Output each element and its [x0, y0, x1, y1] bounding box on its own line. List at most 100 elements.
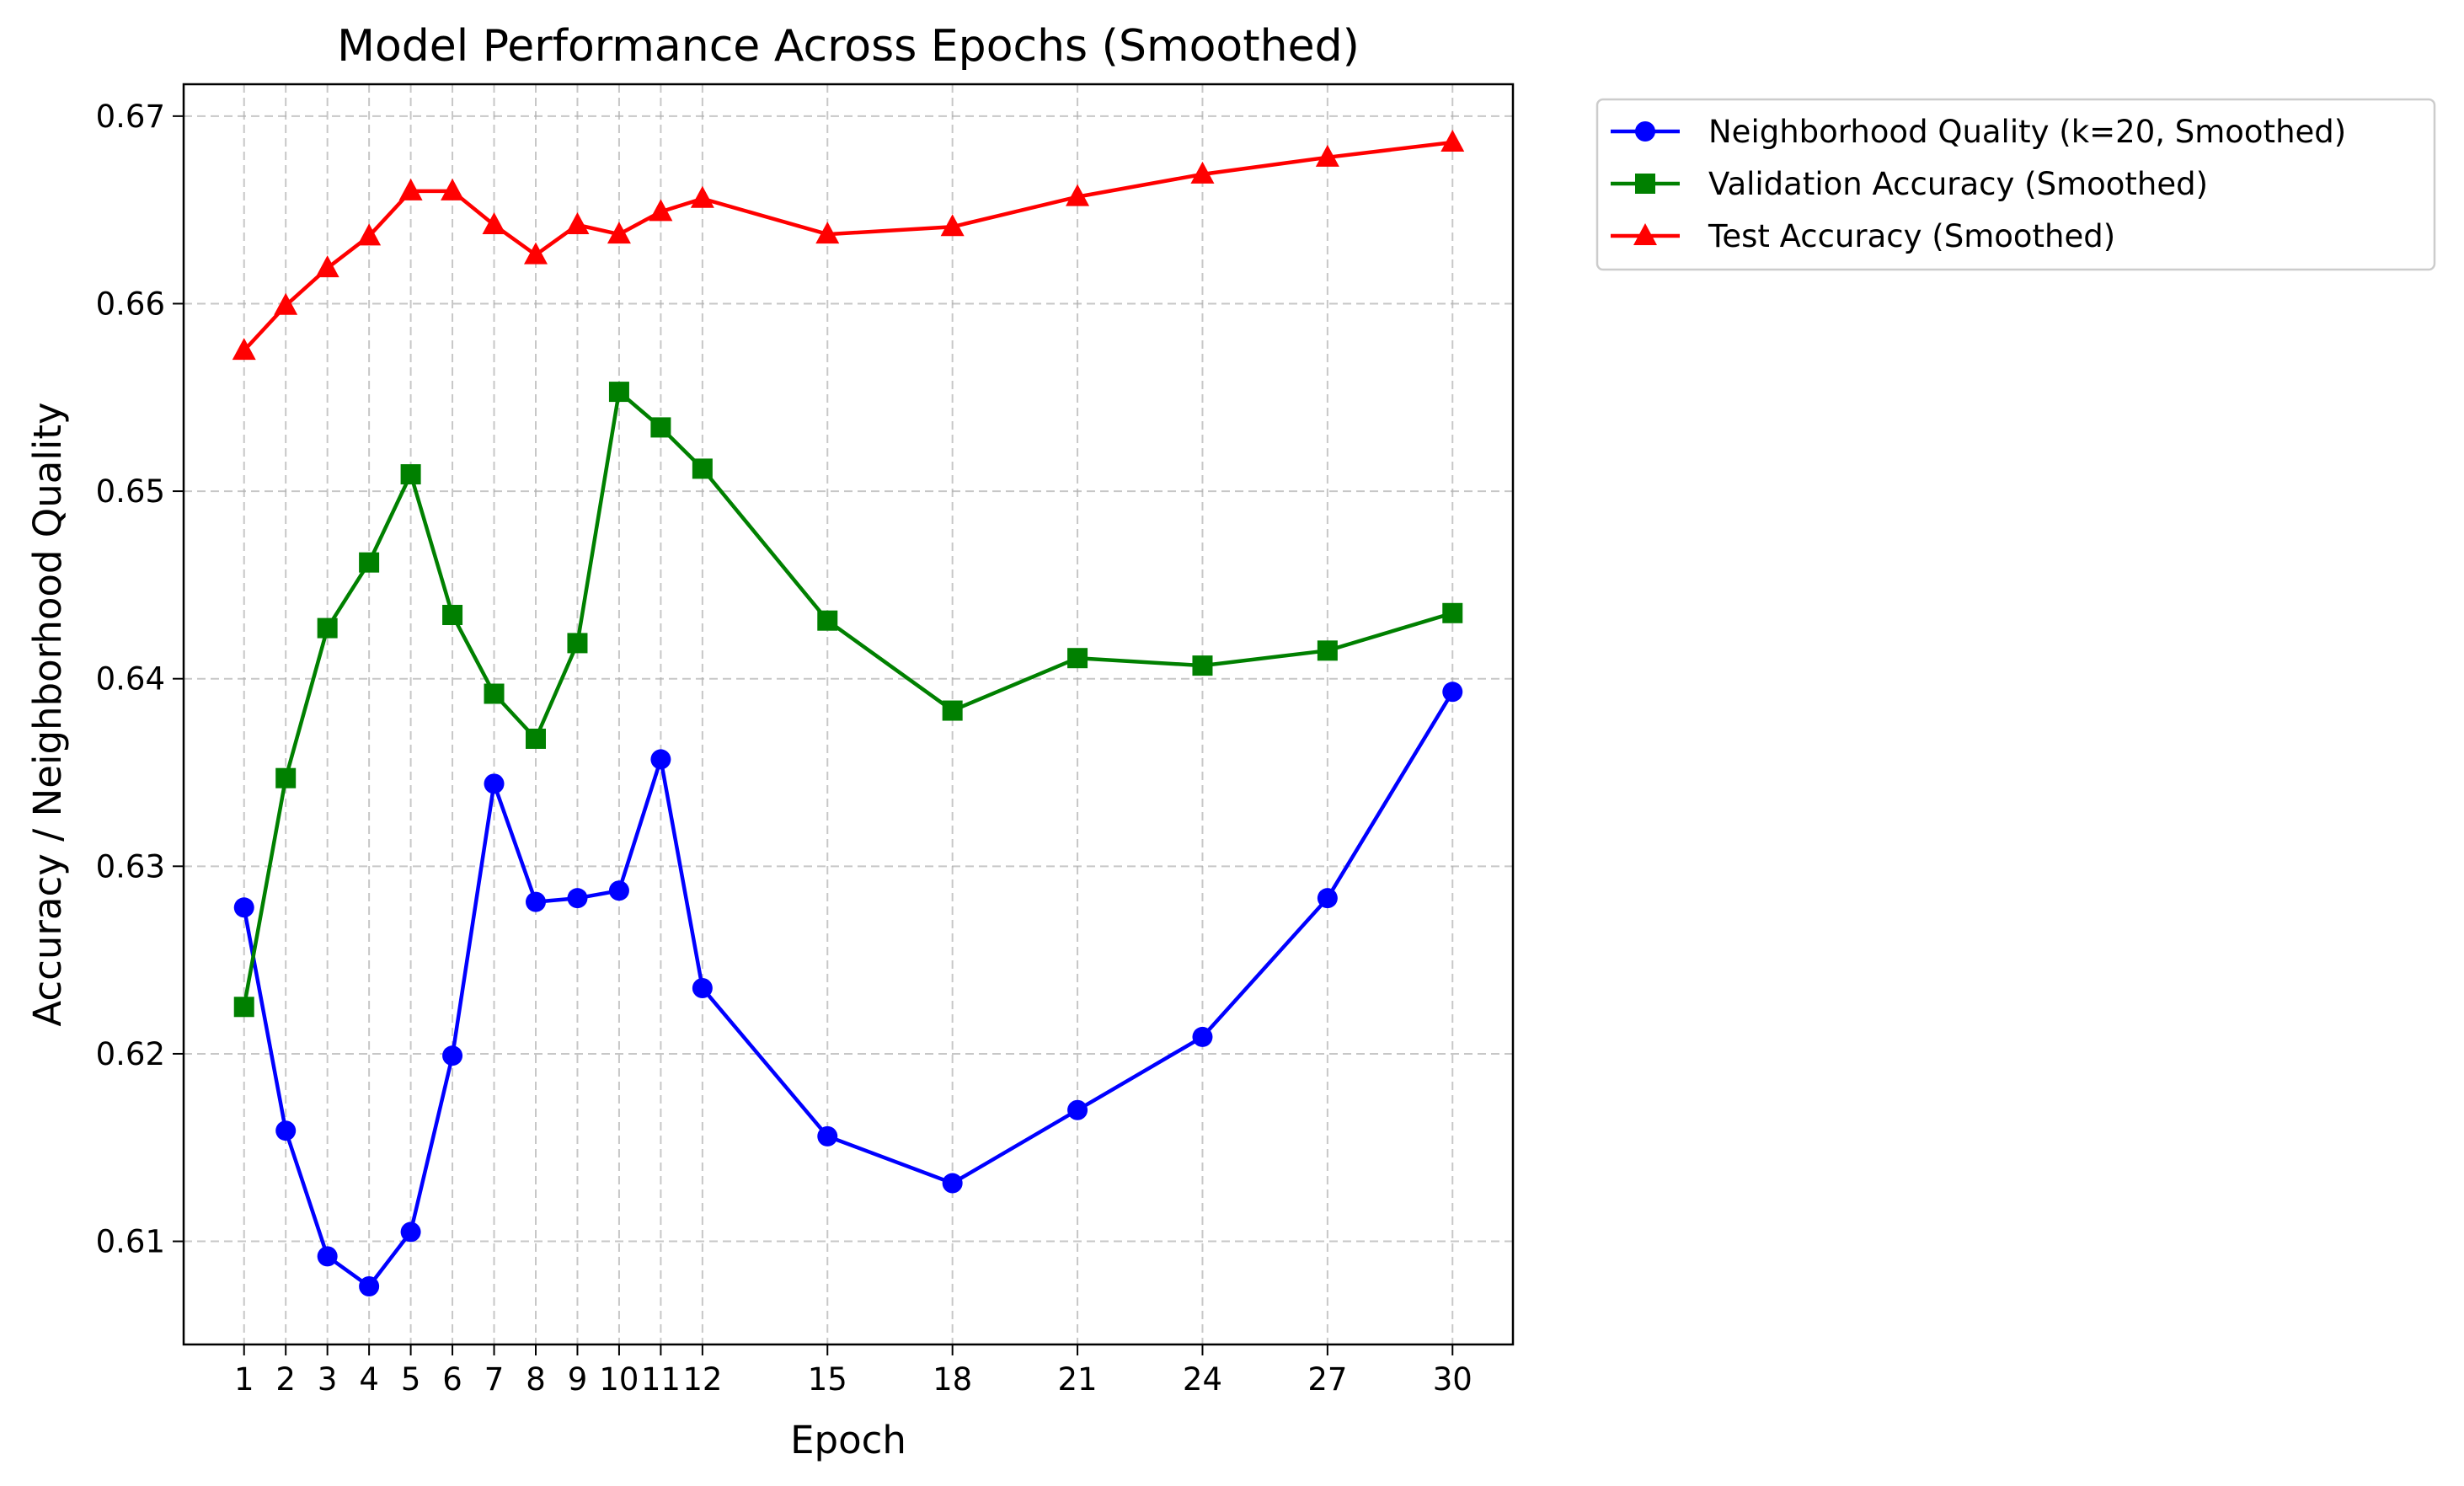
y-tick-label: 0.63 [96, 848, 165, 885]
data-point [692, 978, 713, 999]
data-point [608, 382, 629, 403]
series-circle [233, 682, 1463, 1296]
legend-item: Validation Accuracy (Smoothed) [1611, 166, 2208, 202]
plot-frame [182, 83, 1515, 1346]
x-tick-label: 18 [933, 1361, 972, 1398]
data-point [1442, 682, 1463, 703]
data-point [442, 1045, 463, 1066]
data-point [398, 178, 423, 200]
x-tick-label: 30 [1433, 1361, 1473, 1398]
x-tick-label: 27 [1307, 1361, 1347, 1398]
data-point [1192, 655, 1213, 676]
legend-label: Test Accuracy (Smoothed) [1708, 218, 2115, 254]
legend-marker [1633, 223, 1657, 245]
series-line [242, 389, 1453, 1008]
data-point [484, 683, 505, 704]
x-tick-label: 3 [318, 1361, 338, 1398]
grid [184, 84, 1513, 1344]
x-tick-label: 9 [568, 1361, 588, 1398]
data-point [523, 242, 548, 265]
data-point [1066, 184, 1090, 206]
data-point [442, 605, 463, 626]
data-point [1317, 888, 1338, 909]
x-tick-label: 24 [1183, 1361, 1222, 1398]
legend: Neighborhood Quality (k=20, Smoothed) Val… [1595, 98, 2436, 271]
y-tick-label: 0.66 [96, 286, 165, 322]
x-tick-label: 6 [442, 1361, 462, 1398]
data-point [942, 700, 963, 721]
data-point [815, 222, 840, 244]
data-point [525, 728, 546, 749]
data-point [1440, 130, 1465, 152]
y-tick-label: 0.61 [96, 1224, 165, 1260]
plot-background [184, 84, 1513, 1344]
x-tick-label: 11 [641, 1361, 681, 1398]
data-point [1315, 144, 1339, 167]
x-axis-label: Epoch [790, 1418, 906, 1462]
legend-marker [1635, 121, 1655, 142]
data-point [650, 417, 671, 438]
legend-box [1595, 98, 2436, 271]
data-point [565, 211, 590, 234]
series-square [233, 382, 1463, 1018]
y-tick-label: 0.65 [96, 473, 165, 510]
data-point [817, 610, 838, 631]
chart-title: Model Performance Across Epochs (Smoothe… [337, 21, 1360, 72]
data-point [484, 773, 505, 794]
series-triangle [232, 130, 1465, 361]
data-point [1067, 648, 1088, 669]
legend-label: Validation Accuracy (Smoothed) [1708, 166, 2208, 202]
data-point [690, 185, 714, 208]
data-point [400, 464, 421, 485]
x-tick-label: 8 [526, 1361, 546, 1398]
data-point [233, 997, 254, 1018]
data-point [359, 1275, 380, 1296]
data-point [232, 338, 256, 361]
data-point [567, 888, 588, 909]
x-tick-label: 15 [808, 1361, 847, 1398]
data-point [441, 178, 465, 200]
data-point [1067, 1099, 1088, 1120]
x-tick-label: 5 [401, 1361, 421, 1398]
data-point [274, 292, 298, 315]
x-axis: 1 2 3 4 5 6 7 8 9 10 11 12 15 18 21 24 27 30 [234, 1344, 1473, 1398]
data-point [400, 1221, 421, 1243]
data-point [942, 1173, 963, 1194]
data-point [817, 1125, 838, 1147]
x-tick-label: 21 [1058, 1361, 1098, 1398]
x-tick-label: 7 [484, 1361, 505, 1398]
legend-item: Neighborhood Quality (k=20, Smoothed) [1611, 114, 2346, 150]
data-point [1317, 640, 1338, 661]
y-tick-label: 0.62 [96, 1036, 165, 1072]
data-point [567, 633, 588, 654]
data-point [317, 617, 338, 639]
data-point [649, 199, 673, 222]
data-point [940, 214, 965, 237]
x-tick-label: 10 [599, 1361, 639, 1398]
x-tick-label: 1 [234, 1361, 254, 1398]
data-point [357, 223, 382, 246]
x-tick-label: 2 [275, 1361, 296, 1398]
data-point [1190, 161, 1215, 184]
legend-marker [1635, 174, 1655, 194]
data-point [525, 891, 546, 912]
data-point [317, 1246, 338, 1267]
data-point [359, 552, 380, 573]
x-tick-label: 4 [359, 1361, 379, 1398]
legend-item: Test Accuracy (Smoothed) [1611, 218, 2115, 254]
legend-label: Neighborhood Quality (k=20, Smoothed) [1708, 114, 2346, 150]
data-point [482, 211, 506, 234]
y-tick-label: 0.67 [96, 99, 165, 135]
data-point [692, 458, 713, 479]
y-axis-label: Accuracy / Neighborhood Quality [25, 402, 70, 1026]
x-tick-label: 12 [682, 1361, 722, 1398]
data-point [275, 767, 297, 788]
data-point [607, 222, 631, 244]
data-point [608, 880, 629, 901]
data-point [1192, 1026, 1213, 1047]
series-layer [232, 130, 1465, 1296]
data-point [650, 749, 671, 770]
data-point [233, 897, 254, 918]
y-tick-label: 0.64 [96, 661, 165, 698]
